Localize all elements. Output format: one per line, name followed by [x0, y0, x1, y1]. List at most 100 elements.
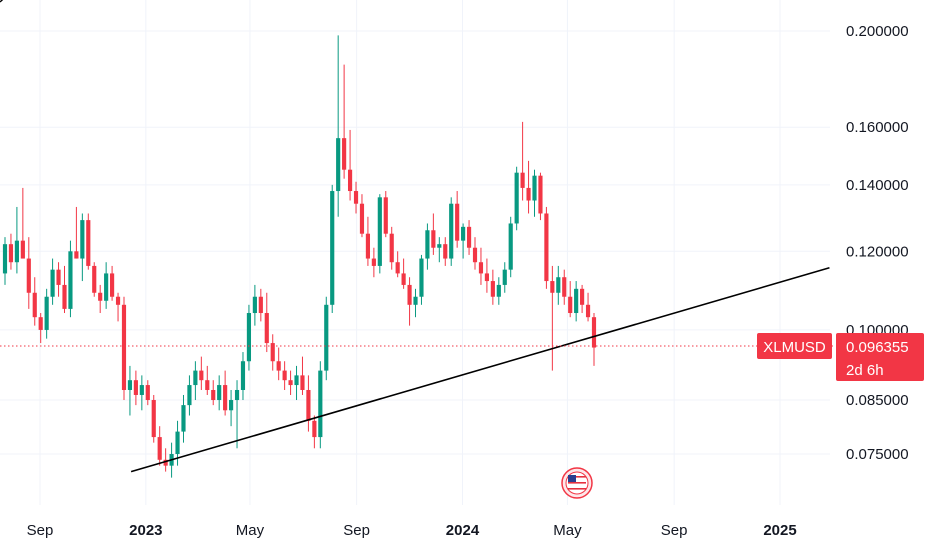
candle[interactable] — [365, 216, 371, 266]
candle[interactable] — [532, 169, 537, 217]
candle[interactable] — [324, 296, 329, 381]
candle[interactable] — [32, 277, 37, 326]
candle[interactable] — [252, 284, 257, 326]
candle[interactable] — [359, 194, 365, 238]
candle[interactable] — [574, 281, 579, 322]
candle[interactable] — [181, 394, 186, 443]
candle[interactable] — [228, 389, 234, 427]
candle[interactable] — [92, 262, 97, 297]
candle[interactable] — [157, 426, 162, 466]
candle[interactable] — [556, 265, 561, 305]
trendline[interactable] — [130, 267, 830, 473]
candle[interactable] — [80, 213, 85, 282]
candle[interactable] — [407, 277, 412, 326]
drawing-line-fragment[interactable] — [0, 0, 15, 3]
candle[interactable] — [223, 370, 228, 416]
candle[interactable] — [56, 262, 61, 297]
candle[interactable] — [353, 181, 359, 214]
candle[interactable] — [472, 237, 478, 270]
candle[interactable] — [538, 172, 543, 221]
candle[interactable] — [258, 288, 263, 322]
candle[interactable] — [520, 121, 525, 201]
candle[interactable] — [383, 191, 388, 238]
candle[interactable] — [419, 254, 424, 305]
candle[interactable] — [2, 237, 8, 285]
candle[interactable] — [336, 35, 341, 217]
candle[interactable] — [395, 251, 400, 278]
candle[interactable] — [193, 361, 198, 401]
candle[interactable] — [437, 237, 442, 263]
candle[interactable] — [14, 206, 19, 274]
candle[interactable] — [104, 262, 109, 309]
candle[interactable] — [431, 213, 436, 255]
candle[interactable] — [318, 361, 323, 449]
candle[interactable] — [526, 160, 531, 214]
candle[interactable] — [98, 284, 103, 314]
candle[interactable] — [490, 269, 495, 305]
candle[interactable] — [568, 281, 573, 318]
candle[interactable] — [514, 166, 519, 231]
candle[interactable] — [282, 361, 287, 390]
candle[interactable] — [425, 223, 430, 270]
candle[interactable] — [312, 415, 317, 449]
candle[interactable] — [544, 206, 549, 289]
flag-icon[interactable] — [561, 467, 593, 499]
candle[interactable] — [276, 347, 281, 381]
candle[interactable] — [151, 394, 156, 443]
candle[interactable] — [550, 265, 555, 371]
candle[interactable] — [50, 258, 55, 305]
candle[interactable] — [347, 129, 353, 201]
candle[interactable] — [580, 284, 585, 314]
candle[interactable] — [8, 233, 14, 270]
candle[interactable] — [121, 296, 127, 401]
candle[interactable] — [562, 269, 567, 305]
candle[interactable] — [300, 356, 305, 395]
candle[interactable] — [371, 247, 376, 278]
candle[interactable] — [26, 237, 31, 309]
candle[interactable] — [74, 206, 79, 259]
candle[interactable] — [86, 213, 91, 270]
candle[interactable] — [217, 375, 222, 411]
candle[interactable] — [68, 240, 73, 318]
candle[interactable] — [478, 247, 484, 285]
candle[interactable] — [461, 223, 466, 259]
candle[interactable] — [449, 197, 454, 266]
candle[interactable] — [110, 265, 115, 301]
candle[interactable] — [205, 365, 210, 395]
candle[interactable] — [163, 448, 168, 472]
candle[interactable] — [342, 64, 347, 179]
candle[interactable] — [508, 216, 513, 278]
candle[interactable] — [413, 288, 418, 318]
candle[interactable] — [145, 380, 150, 406]
candle[interactable] — [401, 258, 406, 289]
candle[interactable] — [455, 191, 460, 248]
candle[interactable] — [187, 375, 192, 416]
candle[interactable] — [44, 288, 49, 339]
candle[interactable] — [62, 265, 67, 314]
candle[interactable] — [264, 292, 269, 353]
candle[interactable] — [133, 370, 138, 406]
candle[interactable] — [591, 313, 597, 366]
candle[interactable] — [585, 292, 591, 322]
candle[interactable] — [443, 237, 448, 266]
candle[interactable] — [389, 226, 394, 270]
candle[interactable] — [246, 304, 252, 371]
candle[interactable] — [234, 380, 240, 449]
candle[interactable] — [466, 220, 472, 255]
candles[interactable] — [2, 35, 597, 478]
candle[interactable] — [330, 184, 335, 314]
candle[interactable] — [240, 352, 246, 401]
candle[interactable] — [211, 380, 216, 406]
candle[interactable] — [484, 258, 489, 293]
candle[interactable] — [377, 194, 382, 274]
candle[interactable] — [127, 365, 133, 416]
candle[interactable] — [496, 277, 501, 305]
candle[interactable] — [306, 375, 311, 432]
candle[interactable] — [294, 365, 299, 401]
candle[interactable] — [270, 334, 275, 371]
candle[interactable] — [115, 292, 121, 322]
candle[interactable] — [288, 370, 293, 395]
candle[interactable] — [502, 262, 507, 293]
candle[interactable] — [38, 313, 43, 344]
